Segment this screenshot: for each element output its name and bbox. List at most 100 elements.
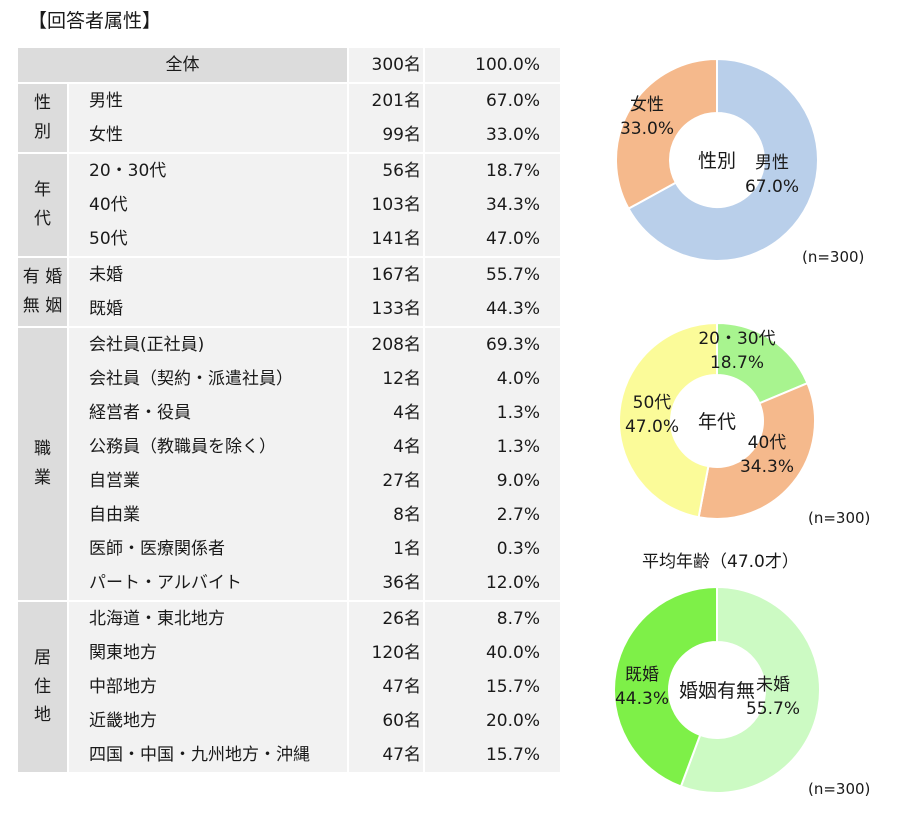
group-label-line: 居 <box>34 647 51 668</box>
donut-center-title: 性別 <box>698 150 736 172</box>
row-label: 中部地方 <box>68 670 349 704</box>
group-label-line: 有 婚 <box>22 267 63 288</box>
row-pct: 0.3% <box>424 532 560 566</box>
row-label: 男性 <box>68 82 349 118</box>
row-count: 56名 <box>348 152 425 188</box>
slice-value-label: 47.0% <box>625 417 679 437</box>
donut-slice <box>697 381 816 520</box>
row-pct: 12.0% <box>424 566 560 601</box>
table-row: 年代 20・30代 56名 18.7% <box>18 152 560 257</box>
row-pct: 1.3% <box>424 430 560 464</box>
group-label-cell: 年代 <box>18 152 69 257</box>
row-count: 103名 <box>348 188 425 222</box>
group-label-line: 無 姻 <box>22 296 63 316</box>
row-label: 自営業 <box>68 464 349 498</box>
table-row: 関東地方 120名 40.0% <box>18 636 560 670</box>
donut-slice <box>679 585 821 794</box>
slice-label: 50代 <box>633 393 672 413</box>
row-pct: 18.7% <box>424 152 560 188</box>
row-label: 20・30代 <box>68 152 349 188</box>
row-count: 26名 <box>348 600 425 636</box>
row-label: 50代 <box>68 222 349 257</box>
group-label-line: 業 <box>34 468 51 488</box>
group-label-cell: 性別 <box>18 82 69 153</box>
slice-value-label: 33.0% <box>620 119 674 139</box>
age-n-label: (n=300) <box>808 509 871 527</box>
group-label-line: 地 <box>34 705 51 726</box>
row-label: 北海道・東北地方 <box>68 600 349 636</box>
table-row: 既婚 133名 44.3% <box>18 292 560 327</box>
page-title: 【回答者属性】 <box>28 10 162 32</box>
row-pct: 33.0% <box>424 118 560 153</box>
donut-center-title: 年代 <box>698 411 736 433</box>
row-count: 133名 <box>348 292 425 327</box>
row-count: 27名 <box>348 464 425 498</box>
group-label-cell: 有 婚無 姻 <box>18 256 69 327</box>
table-row: 中部地方 47名 15.7% <box>18 670 560 704</box>
row-label: 医師・医療関係者 <box>68 532 349 566</box>
row-label: 女性 <box>68 118 349 153</box>
table-row: 会社員（契約・派遣社員） 12名 4.0% <box>18 362 560 396</box>
row-label: パート・アルバイト <box>68 566 349 601</box>
slice-label: 40代 <box>748 433 787 453</box>
total-pct: 100.0% <box>424 48 560 83</box>
table-row: 四国・中国・九州地方・沖縄 47名 15.7% <box>18 738 560 772</box>
table-row: 自由業 8名 2.7% <box>18 498 560 532</box>
group-label-line: 代 <box>34 209 51 229</box>
donut-svg: 20・30代 18.7% 40代 34.3% 50代 47.0% 年代 <box>618 321 816 520</box>
slice-value-label: 44.3% <box>615 689 669 709</box>
row-count: 47名 <box>348 670 425 704</box>
row-label: 40代 <box>68 188 349 222</box>
row-count: 201名 <box>348 82 425 118</box>
slice-label: 20・30代 <box>698 329 775 349</box>
gender-n-label: (n=300) <box>802 248 865 266</box>
donut-slice <box>627 57 819 262</box>
group-label-cell: 居住地 <box>18 600 69 772</box>
attribute-table: 全体 300名 100.0% 性別男性 201名 67.0% 女性 99名 33.0% 年代 20・… <box>18 48 560 772</box>
slice-label: 男性 <box>755 153 789 173</box>
row-pct: 2.7% <box>424 498 560 532</box>
row-pct: 67.0% <box>424 82 560 118</box>
table-row: 性別男性 201名 67.0% <box>18 82 560 153</box>
row-pct: 44.3% <box>424 292 560 327</box>
row-pct: 15.7% <box>424 670 560 704</box>
row-label: 経営者・役員 <box>68 396 349 430</box>
donut-slice <box>618 321 718 519</box>
table-row: 経営者・役員 4名 1.3% <box>18 396 560 430</box>
row-count: 60名 <box>348 704 425 738</box>
row-count: 99名 <box>348 118 425 153</box>
group-label-line: 年 <box>34 180 51 201</box>
donut-slice <box>613 585 718 788</box>
row-pct: 4.0% <box>424 362 560 396</box>
row-pct: 1.3% <box>424 396 560 430</box>
row-pct: 15.7% <box>424 738 560 772</box>
group-label-cell: 職業 <box>18 326 69 601</box>
table-row: 有 婚無 姻未婚 167名 55.7% <box>18 256 560 327</box>
row-count: 4名 <box>348 396 425 430</box>
row-count: 1名 <box>348 532 425 566</box>
row-label: 四国・中国・九州地方・沖縄 <box>68 738 349 772</box>
slice-value-label: 67.0% <box>745 177 799 197</box>
row-label: 会社員（契約・派遣社員） <box>68 362 349 396</box>
slice-label: 女性 <box>630 95 664 115</box>
group-label-line: 別 <box>34 122 51 142</box>
donut-slice <box>615 57 718 211</box>
table-row: 近畿地方 60名 20.0% <box>18 704 560 738</box>
row-count: 120名 <box>348 636 425 670</box>
row-pct: 8.7% <box>424 600 560 636</box>
donut-svg: 未婚 55.7% 既婚 44.3% 婚姻有無 <box>613 585 821 794</box>
table-row: 公務員（教職員を除く） 4名 1.3% <box>18 430 560 464</box>
average-age-label: 平均年齢（47.0才） <box>642 552 799 572</box>
marital-n-label: (n=300) <box>808 780 871 798</box>
row-label: 自由業 <box>68 498 349 532</box>
row-pct: 69.3% <box>424 326 560 362</box>
row-count: 36名 <box>348 566 425 601</box>
row-label: 公務員（教職員を除く） <box>68 430 349 464</box>
slice-label: 既婚 <box>625 665 659 685</box>
row-count: 167名 <box>348 256 425 292</box>
row-count: 208名 <box>348 326 425 362</box>
slice-value-label: 34.3% <box>740 457 794 477</box>
row-count: 47名 <box>348 738 425 772</box>
slice-label: 未婚 <box>756 675 790 695</box>
group-label-line: 住 <box>34 676 51 697</box>
